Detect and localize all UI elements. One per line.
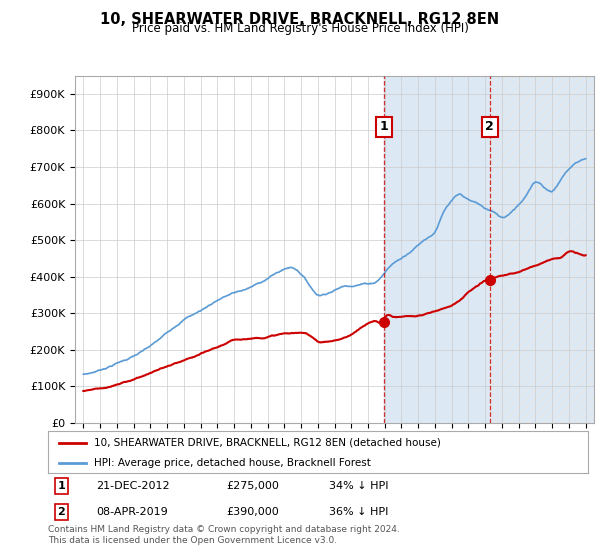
Text: 21-DEC-2012: 21-DEC-2012: [97, 481, 170, 491]
Bar: [490, 76, 594, 423]
Text: £275,000: £275,000: [226, 481, 279, 491]
Text: 34% ↓ HPI: 34% ↓ HPI: [329, 481, 388, 491]
Text: 1: 1: [58, 481, 65, 491]
Text: HPI: Average price, detached house, Bracknell Forest: HPI: Average price, detached house, Brac…: [94, 458, 371, 468]
Bar: [384, 76, 594, 423]
Text: 2: 2: [485, 120, 494, 133]
Text: 2: 2: [58, 507, 65, 517]
Text: Price paid vs. HM Land Registry's House Price Index (HPI): Price paid vs. HM Land Registry's House …: [131, 22, 469, 35]
Text: £390,000: £390,000: [226, 507, 279, 517]
Text: 10, SHEARWATER DRIVE, BRACKNELL, RG12 8EN (detached house): 10, SHEARWATER DRIVE, BRACKNELL, RG12 8E…: [94, 438, 441, 448]
Text: Contains HM Land Registry data © Crown copyright and database right 2024.
This d: Contains HM Land Registry data © Crown c…: [48, 525, 400, 545]
Text: 36% ↓ HPI: 36% ↓ HPI: [329, 507, 388, 517]
Text: 10, SHEARWATER DRIVE, BRACKNELL, RG12 8EN: 10, SHEARWATER DRIVE, BRACKNELL, RG12 8E…: [100, 12, 500, 27]
Text: 08-APR-2019: 08-APR-2019: [97, 507, 169, 517]
Text: 1: 1: [380, 120, 389, 133]
